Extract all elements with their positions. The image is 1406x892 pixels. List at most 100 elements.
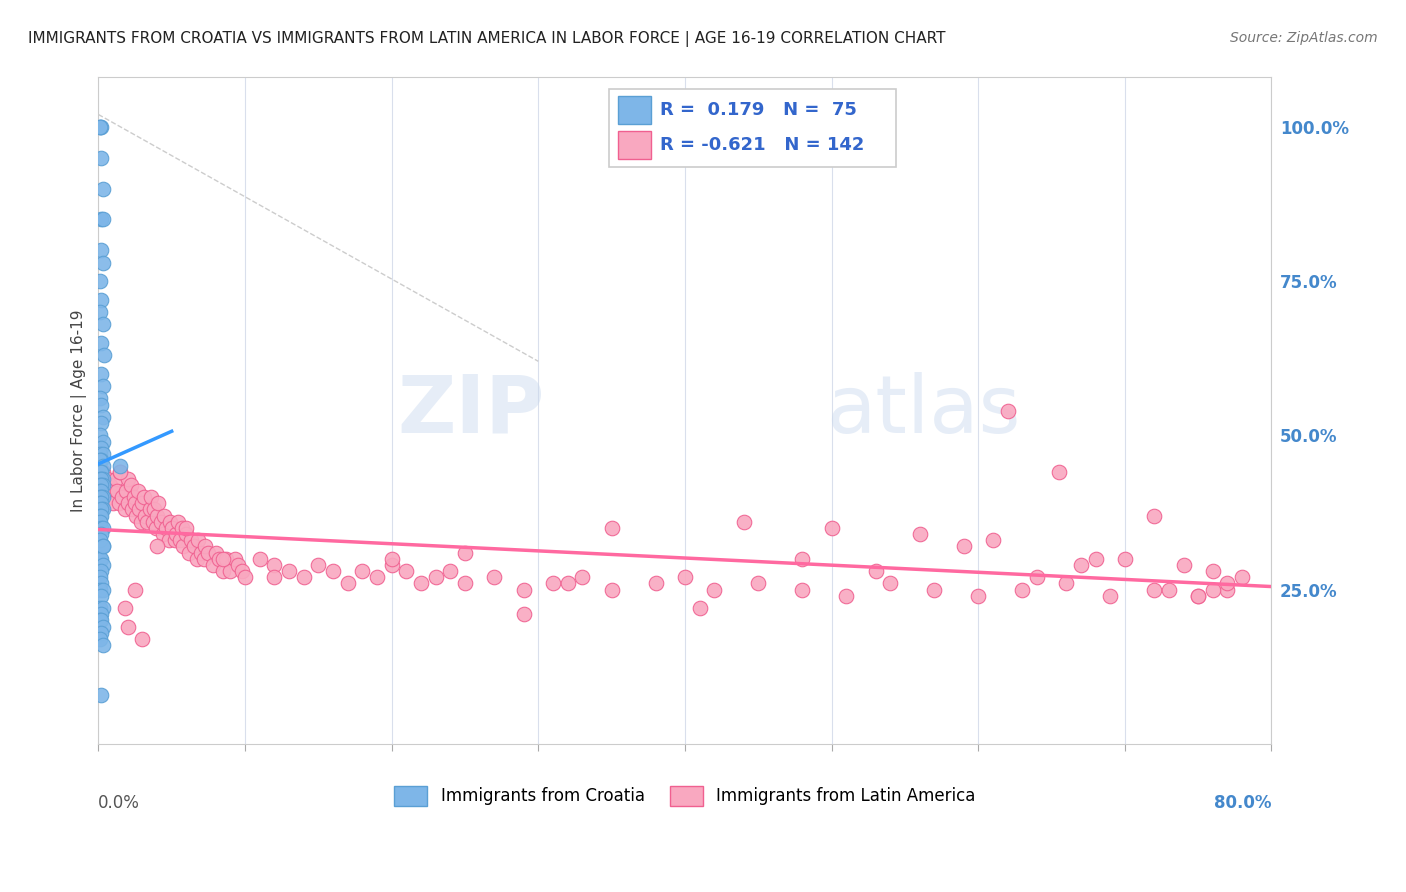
Point	[981, 533, 1004, 548]
Point	[219, 564, 242, 578]
Point	[101, 483, 124, 498]
Point	[91, 181, 114, 195]
Point	[165, 527, 187, 541]
Point	[454, 576, 477, 591]
Point	[381, 551, 404, 566]
Point	[132, 490, 155, 504]
Point	[381, 558, 404, 572]
Point	[1084, 551, 1107, 566]
Point	[90, 483, 112, 498]
Point	[110, 466, 132, 480]
Point	[89, 508, 111, 523]
Point	[157, 533, 180, 548]
Point	[134, 508, 156, 523]
Point	[292, 570, 315, 584]
Legend: Immigrants from Croatia, Immigrants from Latin America: Immigrants from Croatia, Immigrants from…	[388, 780, 983, 813]
Point	[1173, 558, 1195, 572]
Point	[135, 515, 157, 529]
Point	[703, 582, 725, 597]
Point	[104, 471, 127, 485]
Point	[278, 564, 301, 578]
Point	[1114, 551, 1136, 566]
Point	[159, 515, 181, 529]
Point	[1187, 589, 1209, 603]
Point	[90, 466, 112, 480]
Point	[1070, 558, 1092, 572]
Point	[120, 477, 142, 491]
Point	[1230, 570, 1253, 584]
Point	[146, 540, 169, 554]
Point	[1011, 582, 1033, 597]
Point	[226, 558, 249, 572]
Point	[224, 551, 246, 566]
Text: Source: ZipAtlas.com: Source: ZipAtlas.com	[1230, 31, 1378, 45]
Point	[90, 521, 112, 535]
Point	[91, 620, 114, 634]
Point	[124, 496, 146, 510]
Point	[128, 502, 150, 516]
Point	[90, 625, 112, 640]
Point	[90, 490, 112, 504]
Text: atlas: atlas	[825, 372, 1021, 450]
Point	[117, 471, 139, 485]
Point	[179, 546, 201, 560]
Point	[425, 570, 447, 584]
Point	[94, 483, 117, 498]
Point	[111, 490, 134, 504]
Point	[131, 496, 153, 510]
Point	[129, 515, 152, 529]
Point	[91, 434, 114, 449]
Point	[90, 477, 112, 491]
FancyBboxPatch shape	[619, 131, 651, 160]
Point	[91, 447, 114, 461]
Point	[183, 540, 205, 554]
Point	[138, 502, 160, 516]
Point	[90, 502, 112, 516]
Point	[89, 120, 111, 134]
FancyBboxPatch shape	[619, 96, 651, 124]
Point	[820, 521, 842, 535]
Point	[166, 515, 188, 529]
Point	[146, 508, 169, 523]
Point	[1099, 589, 1122, 603]
Point	[91, 490, 114, 504]
Point	[89, 305, 111, 319]
Point	[1047, 466, 1070, 480]
Point	[114, 502, 136, 516]
Point	[204, 546, 226, 560]
Point	[366, 570, 388, 584]
Point	[172, 540, 194, 554]
Point	[91, 255, 114, 269]
Text: R = -0.621   N = 142: R = -0.621 N = 142	[661, 136, 865, 154]
Point	[90, 293, 112, 307]
Point	[89, 632, 111, 646]
Text: ZIP: ZIP	[396, 372, 544, 450]
Point	[747, 576, 769, 591]
Point	[541, 576, 564, 591]
Point	[186, 551, 208, 566]
Point	[180, 533, 202, 548]
Point	[153, 508, 176, 523]
Point	[1216, 576, 1239, 591]
Point	[249, 551, 271, 566]
Point	[89, 614, 111, 628]
Point	[187, 533, 209, 548]
Point	[1157, 582, 1180, 597]
Point	[89, 551, 111, 566]
Point	[90, 471, 112, 485]
Point	[169, 533, 191, 548]
Point	[91, 318, 114, 332]
Point	[91, 477, 114, 491]
Point	[600, 521, 623, 535]
Point	[142, 515, 165, 529]
Point	[395, 564, 418, 578]
Point	[100, 490, 122, 504]
Point	[512, 607, 534, 622]
Point	[91, 379, 114, 393]
Point	[89, 120, 111, 134]
Point	[150, 515, 173, 529]
Point	[89, 447, 111, 461]
Point	[143, 502, 166, 516]
Point	[644, 576, 666, 591]
Point	[512, 582, 534, 597]
